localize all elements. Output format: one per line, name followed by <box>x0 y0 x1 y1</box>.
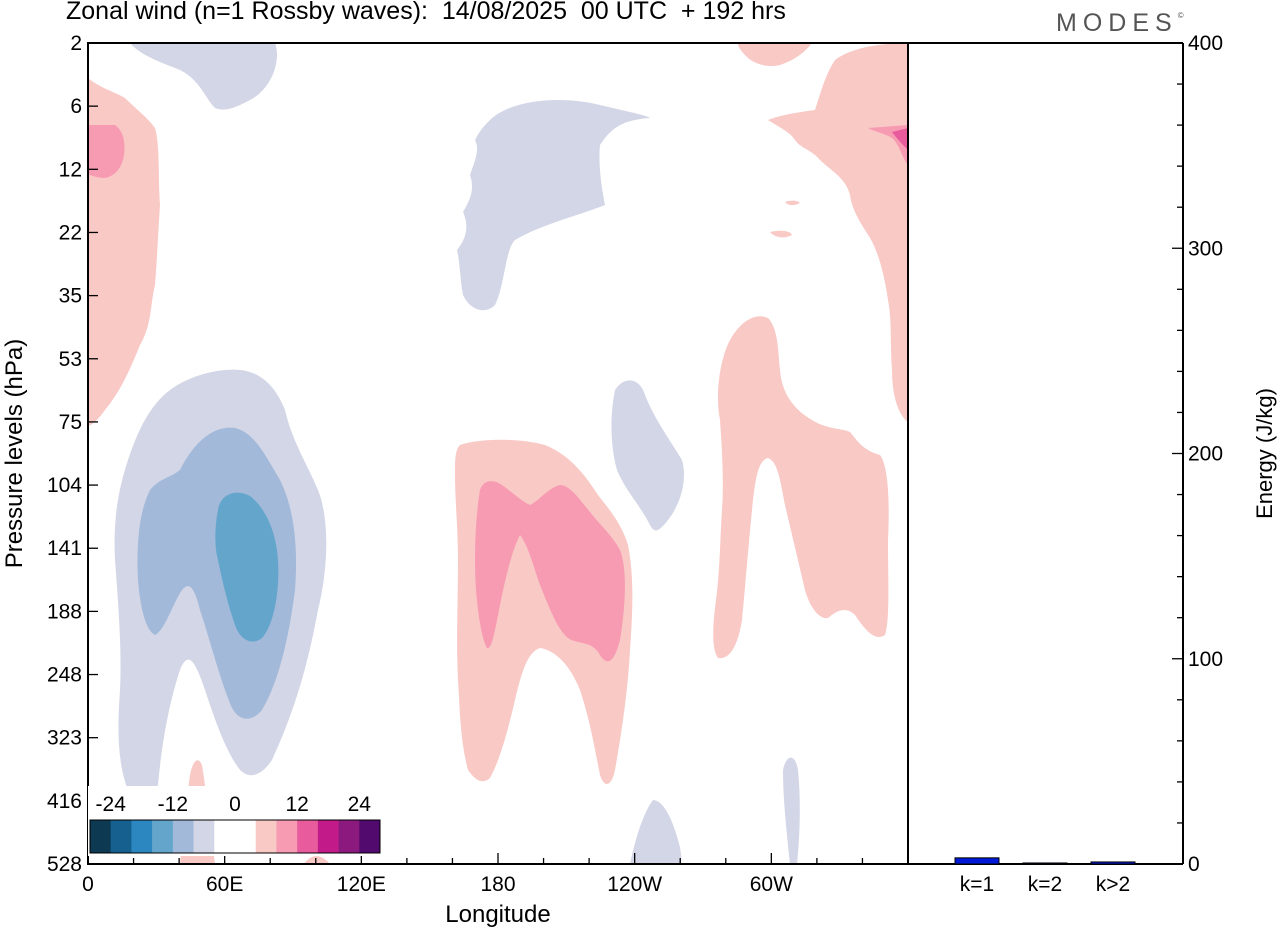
contour-negative-light <box>130 43 278 110</box>
x-tick-label: 120E <box>337 873 386 896</box>
x-tick-label: 0 <box>82 873 94 896</box>
colorbar-swatch <box>338 820 360 853</box>
y-axis-label: Pressure levels (hPa) <box>1 339 28 568</box>
x-axis-label: Longitude <box>445 901 550 928</box>
contour-positive-medium <box>475 481 625 662</box>
colorbar-swatch <box>235 820 257 853</box>
colorbar-swatch <box>255 820 277 853</box>
colorbar-swatch <box>214 820 236 853</box>
contour-positive-light <box>713 316 889 659</box>
y-tick-label: 323 <box>47 727 82 750</box>
contour-positive-light <box>785 200 800 206</box>
y-tick-label: 75 <box>59 411 82 434</box>
energy-tick-label: 200 <box>1188 443 1223 466</box>
contour-negative-strong <box>215 492 279 642</box>
y-tick-label: 104 <box>47 474 82 497</box>
chart-title: Zonal wind (n=1 Rossby waves): 14/08/202… <box>66 0 786 25</box>
y-tick-label: 248 <box>47 664 82 687</box>
y-tick-label: 528 <box>47 853 82 876</box>
y-tick-label: 35 <box>59 285 82 308</box>
contour-positive-light <box>738 43 812 67</box>
y-tick-label: 12 <box>59 158 82 181</box>
y-tick-label: 188 <box>47 600 82 623</box>
energy-category-label: k>2 <box>1096 873 1130 896</box>
energy-tick-label: 400 <box>1188 32 1223 55</box>
y-tick-label: 416 <box>47 790 82 813</box>
y-tick-label: 2 <box>70 32 82 55</box>
energy-tick-label: 100 <box>1188 648 1223 671</box>
colorbar-swatch <box>172 820 194 853</box>
contour-positive-strong <box>892 128 908 150</box>
colorbar-swatch <box>110 820 132 853</box>
energy-axis-label: Energy (J/kg) <box>1252 388 1277 519</box>
colorbar-label: 0 <box>229 793 241 816</box>
energy-tick-label: 0 <box>1188 853 1200 876</box>
colorbar-swatch <box>131 820 153 853</box>
colorbar-swatch <box>297 820 319 853</box>
y-tick-label: 6 <box>70 95 82 118</box>
x-tick-label: 120W <box>607 873 662 896</box>
colorbar-label: -24 <box>96 793 127 816</box>
colorbar-swatch <box>276 820 298 853</box>
contour-positive-light <box>770 230 792 238</box>
colorbar-swatch <box>90 820 112 853</box>
colorbar-label: -12 <box>158 793 188 816</box>
colorbar-label: 24 <box>348 793 372 816</box>
x-tick-label: 60E <box>206 873 243 896</box>
colorbar-label: 12 <box>285 793 308 816</box>
contour-negative-light <box>457 100 650 311</box>
y-tick-label: 53 <box>59 348 82 371</box>
contour-field <box>88 43 908 864</box>
x-tick-label: 180 <box>480 873 515 896</box>
energy-bar <box>1090 861 1136 865</box>
colorbar-swatch <box>193 820 215 853</box>
y-tick-label: 22 <box>59 221 82 244</box>
brand-logo: MODES© <box>1056 9 1184 38</box>
contour-positive-light <box>768 43 908 422</box>
contour-negative-light <box>630 800 682 864</box>
energy-bar <box>1022 862 1068 865</box>
contour-positive-light <box>304 856 330 864</box>
contour-negative-medium <box>137 427 297 719</box>
brand-copyright-mark: © <box>1177 11 1184 20</box>
energy-bars: k=1 k=2 k>2 <box>954 857 1136 896</box>
contour-negative-light <box>611 380 685 531</box>
contour-positive-medium <box>88 125 125 178</box>
colorbar-swatch <box>317 820 339 853</box>
colorbar-swatch <box>359 820 381 853</box>
energy-category-label: k=1 <box>960 873 994 896</box>
brand-text: MODES <box>1056 9 1178 37</box>
x-tick-label: 60W <box>750 873 793 896</box>
energy-category-label: k=2 <box>1028 873 1062 896</box>
contour-negative-light <box>783 757 800 864</box>
energy-bar <box>954 857 1000 865</box>
y-tick-label: 141 <box>47 537 82 560</box>
colorbar-swatch <box>152 820 174 853</box>
energy-tick-label: 300 <box>1188 237 1223 260</box>
colorbar: -24 -12 0 12 24 <box>88 786 382 856</box>
colorbar-frame <box>89 819 381 854</box>
axes: 0 60E 120E 180 120W 60W Longitude 2 6 12 22 35 53 75 1… <box>1 32 1277 928</box>
